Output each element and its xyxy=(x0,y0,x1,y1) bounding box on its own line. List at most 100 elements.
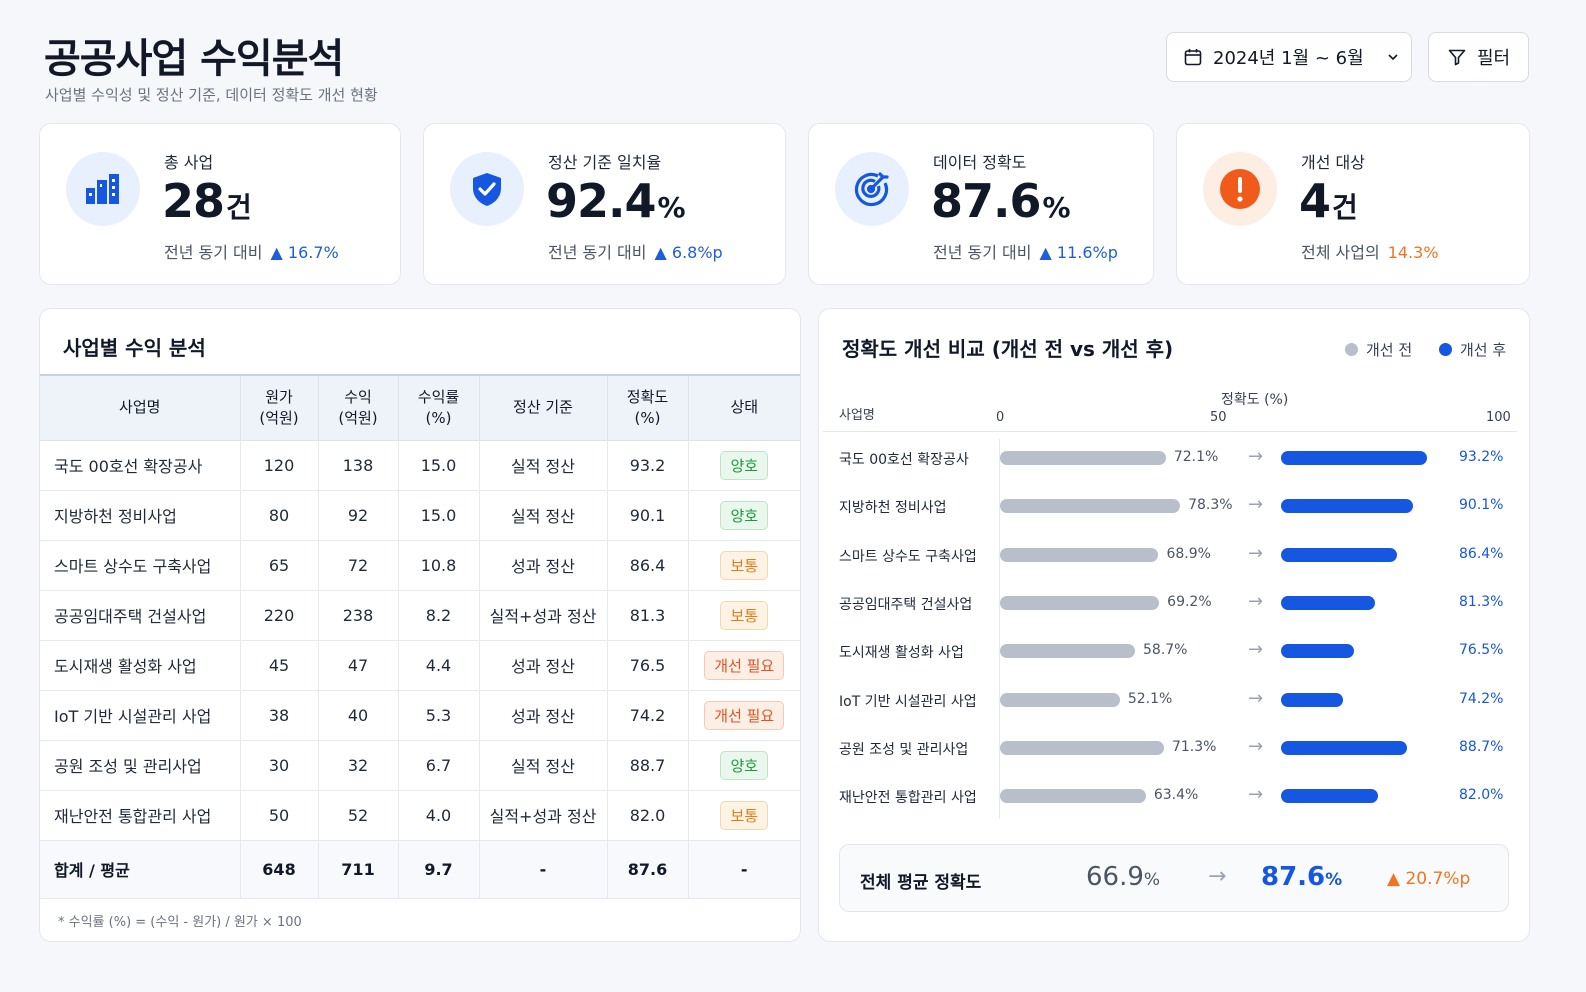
cell-status: 양호 xyxy=(687,739,800,791)
tick-label: 100 xyxy=(1486,410,1511,425)
average-accuracy-summary: 전체 평균 정확도 66.9% → 87.6% ▲ 20.7%p xyxy=(839,844,1509,912)
value-label-before: 68.9% xyxy=(1166,545,1211,562)
table-row[interactable]: 공공임대주택 건설사업 220 238 8.2 실적+성과 정산 81.3 보통 xyxy=(40,589,800,641)
average-label: 전체 평균 정확도 xyxy=(860,873,982,893)
revenue-table: 사업명 원가 (억원) 수익 (억원) 수익률 (%) 정산 기준 정확도 (%) 상태 국도 00… xyxy=(40,374,800,899)
column-header: 수익률 (%) xyxy=(397,374,480,441)
filter-button[interactable]: 필터 xyxy=(1428,32,1529,82)
status-badge: 양호 xyxy=(720,450,769,480)
value-label-before: 69.2% xyxy=(1167,593,1212,610)
cell-cost: 220 xyxy=(239,589,319,641)
total-revenue: 711 xyxy=(317,839,399,899)
bar-before xyxy=(1000,451,1166,465)
legend-before: 개선 전 xyxy=(1345,339,1412,360)
column-header: 정산 기준 xyxy=(478,374,608,441)
kpi-label: 개선 대상 xyxy=(1301,153,1365,172)
bar-before xyxy=(1000,692,1120,707)
chart-category-label: 국도 00호선 확장공사 xyxy=(839,452,969,468)
value-label-after: 76.5% xyxy=(1459,642,1504,659)
cell-status: 개선 필요 xyxy=(687,689,800,741)
cell-revenue: 40 xyxy=(317,689,399,741)
cell-margin: 4.0 xyxy=(397,789,480,841)
total-cost: 648 xyxy=(239,839,319,899)
value-label-after: 93.2% xyxy=(1459,449,1504,465)
column-header: 정확도 (%) xyxy=(606,374,689,441)
average-before: 66.9% xyxy=(1086,862,1161,892)
cell-revenue: 138 xyxy=(317,439,399,491)
cell-revenue: 72 xyxy=(317,539,399,591)
arrow-right-icon: → xyxy=(1248,542,1264,564)
cell-basis: 성과 정산 xyxy=(478,539,608,591)
table-title: 사업별 수익 분석 xyxy=(63,336,206,360)
cell-cost: 80 xyxy=(239,489,319,541)
total-name: 합계 / 평균 xyxy=(40,839,241,899)
cell-accuracy: 74.2 xyxy=(606,689,689,741)
kpi-delta: 14.3% xyxy=(1387,243,1439,262)
table-row[interactable]: IoT 기반 시설관리 사업 38 40 5.3 성과 정산 74.2 개선 필요 xyxy=(40,689,800,741)
target-icon xyxy=(835,152,909,226)
bar-after xyxy=(1281,692,1344,707)
kpi-card-improvement-targets: 개선 대상 4건 전체 사업의 14.3% xyxy=(1176,123,1530,285)
bar-after xyxy=(1281,499,1414,514)
alert-icon xyxy=(1203,152,1277,226)
table-row[interactable]: 도시재생 활성화 사업 45 47 4.4 성과 정산 76.5 개선 필요 xyxy=(40,639,800,691)
cell-name: IoT 기반 시설관리 사업 xyxy=(40,689,241,741)
cell-cost: 38 xyxy=(239,689,319,741)
cell-name: 국도 00호선 확장공사 xyxy=(40,439,241,491)
cell-revenue: 52 xyxy=(317,789,399,841)
arrow-right-icon: → xyxy=(1248,639,1264,661)
column-header: 사업명 xyxy=(40,374,241,441)
cell-status: 보통 xyxy=(687,589,800,641)
cell-margin: 15.0 xyxy=(397,489,480,541)
kpi-label: 총 사업 xyxy=(164,153,214,172)
table-row[interactable]: 공원 조성 및 관리사업 30 32 6.7 실적 정산 88.7 양호 xyxy=(40,739,800,791)
arrow-right-icon: → xyxy=(1248,590,1264,612)
buildings-icon xyxy=(66,152,140,226)
value-label-before: 78.3% xyxy=(1188,497,1233,514)
tick-label: 0 xyxy=(996,410,1005,425)
cell-name: 지방하천 정비사업 xyxy=(40,489,241,541)
value-label-before: 71.3% xyxy=(1171,738,1217,755)
table-total-row: 합계 / 평균 648 711 9.7-87.6- xyxy=(40,839,800,899)
table-row[interactable]: 스마트 상수도 구축사업 65 72 10.8 성과 정산 86.4 보통 xyxy=(40,539,800,591)
cell-accuracy: 86.4 xyxy=(606,539,689,591)
table-row[interactable]: 국도 00호선 확장공사 120 138 15.0 실적 정산 93.2 양호 xyxy=(40,439,800,491)
cell-margin: 5.3 xyxy=(397,689,480,741)
cell-margin: 8.2 xyxy=(397,589,480,641)
date-range-button[interactable]: 2024년 1월 ~ 6월 xyxy=(1166,32,1412,82)
chart-axis-line xyxy=(999,439,1000,819)
cell-name: 재난안전 통합관리 사업 xyxy=(40,789,241,841)
kpi-delta: ▲ 16.7% xyxy=(270,243,339,262)
cell-status: 양호 xyxy=(687,439,800,491)
cell-cost: 50 xyxy=(239,789,319,841)
tick-label: 50 xyxy=(1210,410,1227,425)
cell-basis: 실적 정산 xyxy=(478,439,608,491)
table-row[interactable]: 재난안전 통합관리 사업 50 52 4.0 실적+성과 정산 82.0 보통 xyxy=(40,789,800,841)
kpi-value: 92.4% xyxy=(546,174,686,228)
cell-basis: 실적 정산 xyxy=(478,739,608,791)
cell-accuracy: 88.7 xyxy=(606,739,689,791)
cell-cost: 65 xyxy=(239,539,319,591)
bar-before xyxy=(1000,499,1181,514)
cell-cost: 45 xyxy=(239,639,319,691)
value-label-after: 81.3% xyxy=(1459,593,1504,610)
accuracy-chart-panel: 정확도 개선 비교 (개선 전 vs 개선 후) 개선 전 개선 후 정확도 (… xyxy=(818,308,1530,942)
total-margin: 9.7 xyxy=(397,839,480,899)
cell-cost: 30 xyxy=(239,739,319,791)
cell-basis: 실적 정산 xyxy=(478,489,608,541)
chevron-down-icon xyxy=(1388,54,1398,61)
bar-before xyxy=(1000,595,1160,610)
kpi-value: 28건 xyxy=(162,174,252,228)
cell-accuracy: 93.2 xyxy=(606,439,689,491)
table-row[interactable]: 지방하천 정비사업 80 92 15.0 실적 정산 90.1 양호 xyxy=(40,489,800,541)
chart-category-label: IoT 기반 시설관리 사업 xyxy=(839,693,977,710)
cell-accuracy: 82.0 xyxy=(606,789,689,841)
arrow-right-icon: → xyxy=(1208,864,1227,889)
legend-swatch xyxy=(1345,343,1358,356)
cell-cost: 120 xyxy=(239,439,319,491)
chart-category-label: 재난안전 통합관리 사업 xyxy=(839,790,977,807)
arrow-right-icon: → xyxy=(1248,494,1264,516)
cell-basis: 성과 정산 xyxy=(478,689,608,741)
chart-category-label: 공원 조성 및 관리사업 xyxy=(839,741,969,758)
bar-after xyxy=(1281,451,1428,465)
